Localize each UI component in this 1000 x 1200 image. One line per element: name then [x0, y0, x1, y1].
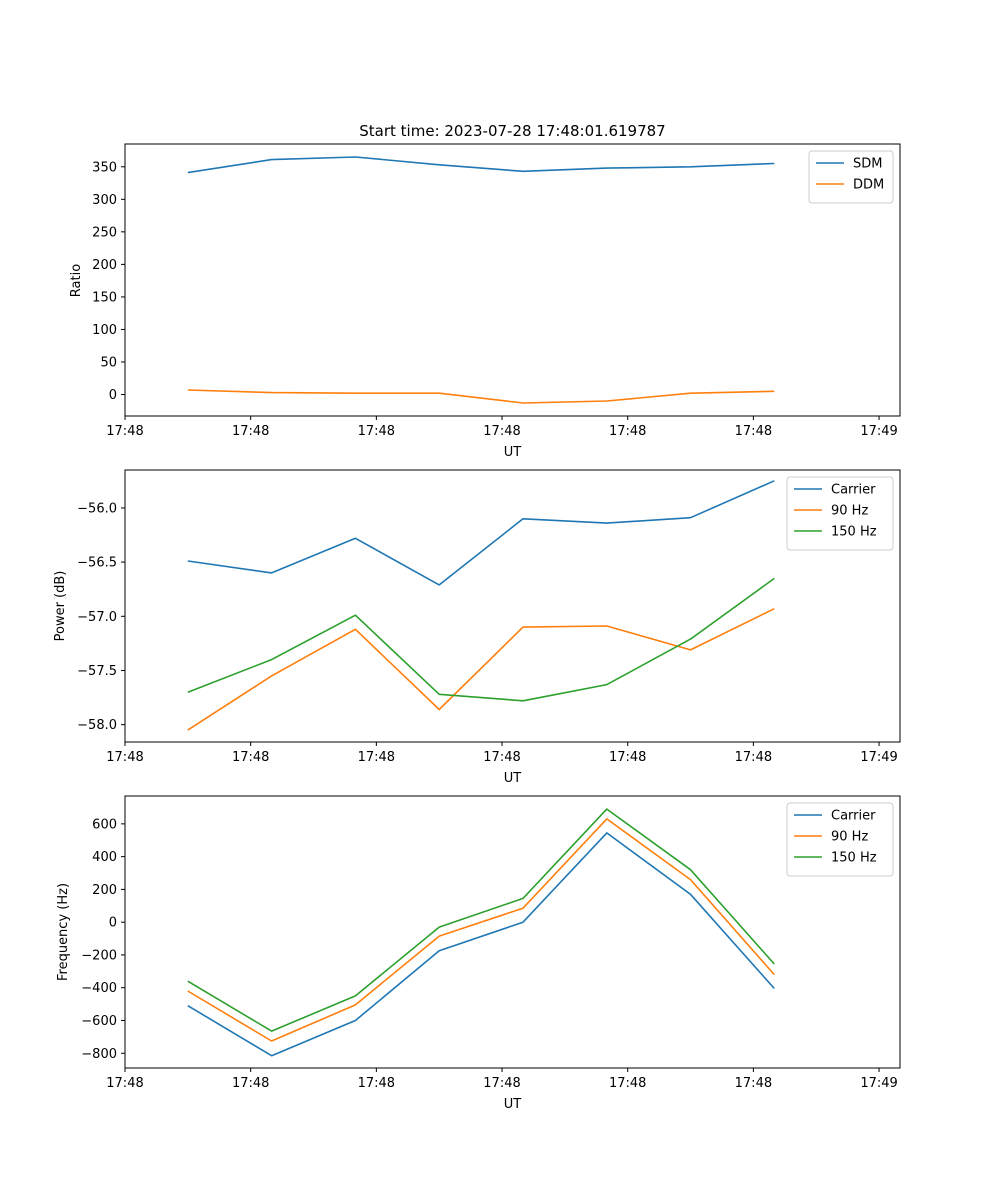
y-tick-label: 200	[92, 883, 117, 898]
x-tick-label: 17:48	[483, 424, 520, 439]
y-tick-label: −57.0	[77, 610, 117, 625]
y-tick-label: −57.5	[77, 664, 117, 679]
plot-frame	[124, 143, 901, 417]
y-axis-label: Power (dB)	[53, 571, 68, 642]
x-tick-label: 17:48	[106, 1076, 143, 1091]
legend-label: 150 Hz	[831, 851, 877, 866]
y-tick-label: 250	[92, 225, 117, 240]
y-tick-label: 350	[92, 160, 117, 175]
y-axis-label: Frequency (Hz)	[56, 883, 71, 981]
y-tick-label: 600	[92, 817, 117, 832]
x-tick-label: 17:48	[735, 424, 772, 439]
y-tick-label: 400	[92, 850, 117, 865]
series-line-ddm	[187, 389, 775, 404]
x-tick-label: 17:48	[358, 424, 395, 439]
power-panel: Power (dB) UT 17:48 17:48 17:48 17:48 17:48 1…	[53, 469, 901, 786]
legend: SDM DDM	[808, 150, 894, 204]
frequency-panel: Frequency (Hz) UT 17:48 17:48 17:48 17:48 17…	[56, 795, 901, 1112]
legend-label: 150 Hz	[831, 525, 877, 540]
y-tick-label: 0	[109, 388, 117, 403]
y-tick-label: 300	[92, 193, 117, 208]
series-line-carrier	[187, 480, 775, 586]
y-tick-label: 150	[92, 290, 117, 305]
series-group	[187, 480, 775, 731]
y-tick-label: 100	[92, 323, 117, 338]
x-tick-label: 17:48	[232, 750, 269, 765]
plot-frame	[124, 795, 901, 1069]
series-line-90-hz	[187, 818, 775, 1042]
ratio-panel: Start time: 2023-07-28 17:48:01.619787 R…	[69, 122, 901, 460]
series-line-90-hz	[187, 607, 775, 731]
x-tick-label: 17:49	[860, 424, 897, 439]
y-tick-label: −600	[81, 1014, 117, 1029]
x-tick-label: 17:49	[860, 750, 897, 765]
legend-label: Carrier	[831, 809, 876, 824]
series-group	[187, 156, 775, 404]
legend: Carrier 90 Hz 150 Hz	[786, 802, 894, 877]
y-tick-label: −200	[81, 948, 117, 963]
x-axis-label: UT	[504, 771, 522, 786]
x-tick-label: 17:48	[358, 750, 395, 765]
x-axis-label: UT	[504, 1097, 522, 1112]
y-tick-label: 50	[100, 355, 117, 370]
legend-label: DDM	[853, 178, 884, 193]
y-tick-label: −400	[81, 981, 117, 996]
x-tick-label: 17:48	[609, 750, 646, 765]
y-tick-label: −56.0	[77, 501, 117, 516]
legend-label: 90 Hz	[831, 830, 868, 845]
legend-label: 90 Hz	[831, 504, 868, 519]
x-tick-label: 17:48	[358, 1076, 395, 1091]
legend-label: Carrier	[831, 483, 876, 498]
series-line-150-hz	[187, 808, 775, 1032]
plot-frame	[124, 469, 901, 743]
x-tick-label: 17:48	[106, 424, 143, 439]
x-axis-label: UT	[504, 445, 522, 460]
x-tick-label: 17:48	[609, 1076, 646, 1091]
y-tick-label: 0	[109, 916, 117, 931]
x-tick-label: 17:48	[106, 750, 143, 765]
y-tick-label: −56.5	[77, 556, 117, 571]
series-group	[187, 808, 775, 1057]
legend-label: SDM	[853, 157, 882, 172]
y-tick-label: −58.0	[77, 718, 117, 733]
x-tick-label: 17:48	[483, 1076, 520, 1091]
x-tick-label: 17:48	[232, 424, 269, 439]
legend: Carrier 90 Hz 150 Hz	[786, 476, 894, 551]
ticks-group: 17:48 17:48 17:48 17:48 17:48 17:48 17:49 −58.0…	[77, 501, 898, 765]
x-tick-label: 17:49	[860, 1076, 897, 1091]
x-tick-label: 17:48	[609, 424, 646, 439]
y-tick-label: 200	[92, 258, 117, 273]
y-tick-label: −800	[81, 1047, 117, 1062]
x-tick-label: 17:48	[735, 1076, 772, 1091]
x-tick-label: 17:48	[483, 750, 520, 765]
legend-box	[808, 150, 894, 204]
chart-title: Start time: 2023-07-28 17:48:01.619787	[359, 122, 665, 140]
series-line-150-hz	[187, 577, 775, 702]
ticks-group: 17:48 17:48 17:48 17:48 17:48 17:48 17:49 0 50 10…	[92, 160, 898, 439]
ticks-group: 17:48 17:48 17:48 17:48 17:48 17:48 17:49 −800 −…	[81, 817, 898, 1091]
y-axis-label: Ratio	[69, 264, 84, 297]
series-line-sdm	[187, 156, 775, 174]
series-line-carrier	[187, 832, 775, 1057]
x-tick-label: 17:48	[735, 750, 772, 765]
x-tick-label: 17:48	[232, 1076, 269, 1091]
